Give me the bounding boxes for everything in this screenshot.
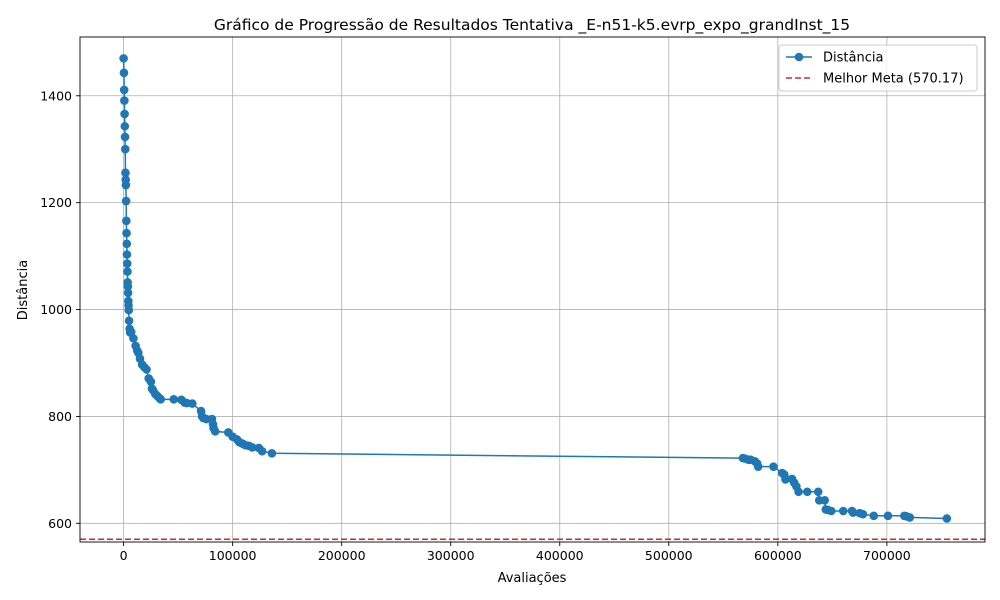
data-point [119,54,128,63]
x-tick-label: 0 [120,548,128,563]
data-point [120,144,130,154]
data-point [129,334,138,343]
data-point [121,196,131,206]
data-point [267,448,277,458]
y-tick-label: 1200 [40,195,72,210]
data-point [120,96,129,105]
data-point [169,395,179,404]
data-point [124,305,134,315]
data-point [848,508,858,517]
data-point [188,399,197,408]
data-point [869,511,879,521]
legend-box [778,44,978,92]
x-axis-label: Avaliações [498,571,567,586]
data-point [826,506,836,516]
data-point [120,109,129,119]
data-point [883,511,893,521]
data-point [123,267,132,276]
data-point [794,487,803,497]
data-point [753,462,763,471]
data-point [156,395,165,404]
x-tick-label: 600000 [754,548,802,563]
data-point [142,365,151,374]
data-point [122,250,132,259]
chart-title: Gráfico de Progressão de Resultados Tent… [214,16,850,35]
data-point [119,68,129,78]
legend-label-reference: Melhor Meta (570.17) [823,72,964,87]
data-point [122,239,132,249]
x-ticks: 0 100000 200000 300000 400000 500000 600000 700… [120,542,911,563]
x-tick-label: 100000 [209,548,257,563]
plot-area [80,54,985,540]
data-point [905,513,915,522]
y-axis-label: Distância [16,260,31,320]
data-point [813,487,823,497]
y-tick-label: 1000 [40,302,72,317]
legend-label-series: Distância [823,51,883,66]
data-point [257,446,267,456]
y-tick-label: 1400 [40,88,72,103]
data-point [802,487,812,497]
x-tick-label: 300000 [427,548,475,563]
x-tick-label: 500000 [645,548,693,563]
grid [80,37,985,542]
x-tick-label: 700000 [863,548,911,563]
x-tick-label: 200000 [318,548,366,563]
data-point [838,506,848,516]
data-point [122,259,132,268]
data-point [858,509,868,519]
data-point [123,282,133,291]
data-point [124,316,134,326]
data-point [121,180,131,190]
data-point [210,427,220,436]
data-point [781,475,790,484]
x-tick-label: 400000 [536,548,584,563]
y-tick-label: 800 [48,409,72,424]
data-point [120,132,130,142]
data-point [121,168,130,178]
data-point [769,462,778,471]
data-point [146,377,156,386]
axes-frame [79,36,986,543]
legend-marker-series [794,52,804,62]
data-point [123,288,133,298]
data-point [122,228,131,238]
y-ticks: 600 800 1000 1200 1400 [40,88,80,531]
data-point [122,216,131,226]
data-point [820,496,830,505]
legend: Distância Melhor Meta (570.17) [778,44,978,92]
data-point [119,85,129,95]
data-point [120,121,130,131]
data-point [942,514,952,523]
data-point [247,443,257,452]
y-tick-label: 600 [48,516,72,531]
